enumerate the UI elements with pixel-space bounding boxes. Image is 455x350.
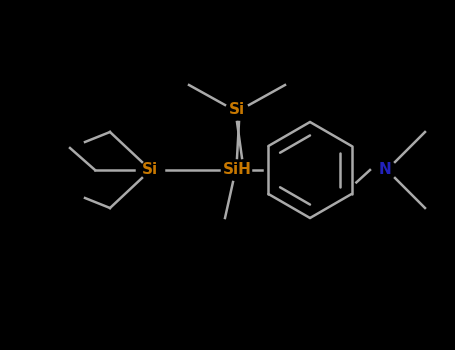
Text: Si: Si (142, 162, 158, 177)
Text: SiH: SiH (222, 162, 252, 177)
Text: Si: Si (229, 103, 245, 118)
Text: N: N (379, 162, 391, 177)
